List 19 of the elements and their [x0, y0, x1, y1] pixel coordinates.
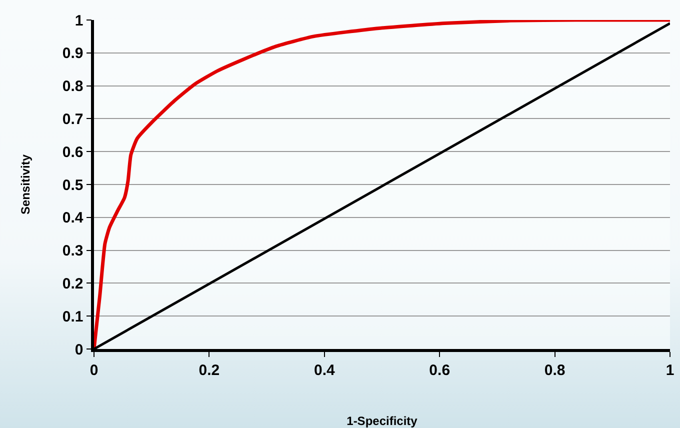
x-tick-label: 0.8 [544, 362, 566, 379]
x-axis-title: 1-Specificity [346, 414, 418, 428]
x-tick-label: 0.6 [429, 362, 450, 379]
y-tick-label: 0.9 [62, 45, 84, 62]
x-tick-label: 0 [90, 362, 98, 379]
y-axis-title: Sensitivity [18, 154, 33, 215]
y-tick-label: 0.2 [62, 275, 84, 292]
y-tick-label: 0.1 [62, 308, 84, 326]
x-tick-label: 0.4 [314, 362, 336, 379]
y-tick-label: 0.5 [62, 176, 84, 194]
x-tick-label: 1 [666, 362, 674, 379]
y-tick-label: 0.7 [62, 110, 84, 128]
y-tick-label: 0.8 [62, 78, 84, 96]
y-tick-label: 0.3 [62, 242, 84, 260]
y-tick-label: 0.6 [62, 144, 84, 161]
y-tick-label: 0 [74, 341, 84, 358]
y-tick-label: 1 [74, 12, 84, 30]
y-tick-label: 0.4 [62, 210, 84, 227]
x-tick-label: 0.2 [198, 362, 220, 379]
